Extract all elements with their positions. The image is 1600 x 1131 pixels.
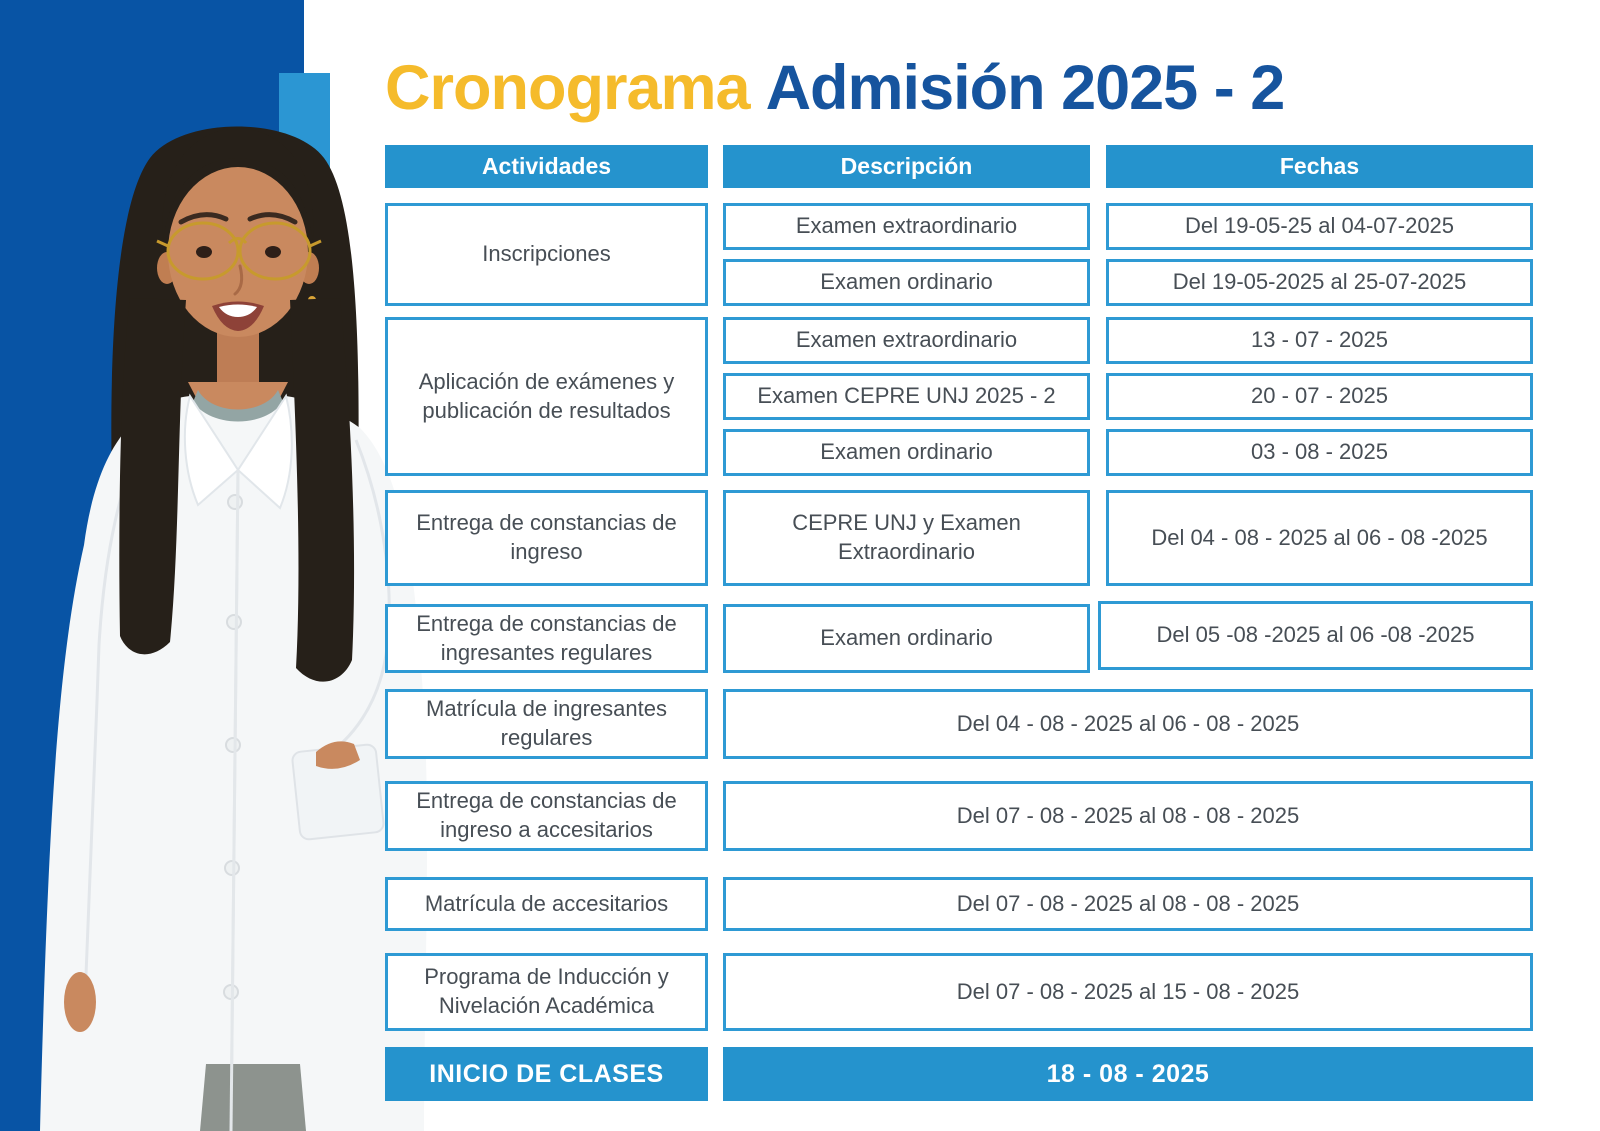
- title-admission-period: Admisión 2025 - 2: [765, 53, 1286, 123]
- footer-start-date: 18 - 08 - 2025: [723, 1047, 1533, 1101]
- description-cell: Examen extraordinario: [723, 317, 1090, 364]
- column-header-actividades: Actividades: [385, 145, 708, 188]
- dates-cell: Del 19-05-25 al 04-07-2025: [1106, 203, 1533, 250]
- left-hand: [64, 972, 96, 1032]
- activity-cell: Programa de Inducción y Nivelación Acadé…: [385, 953, 708, 1031]
- description-cell: CEPRE UNJ y Examen Extraordinario: [723, 490, 1090, 586]
- hand-in-pocket: [316, 741, 360, 769]
- page-title: Cronograma Admisión 2025 - 2: [385, 52, 1535, 124]
- dates-cell: Del 05 -08 -2025 al 06 -08 -2025: [1098, 601, 1533, 670]
- description-cell: Examen ordinario: [723, 429, 1090, 476]
- dates-cell: 20 - 07 - 2025: [1106, 373, 1533, 420]
- hair-locks: [119, 298, 355, 682]
- description-cell: Examen extraordinario: [723, 203, 1090, 250]
- student-photo: [40, 126, 428, 1131]
- title-word-cronograma: Cronograma: [385, 53, 751, 123]
- glasses-icon: [156, 221, 322, 281]
- dates-cell: 03 - 08 - 2025: [1106, 429, 1533, 476]
- face: [156, 128, 322, 337]
- column-header-fechas: Fechas: [1106, 145, 1533, 188]
- dates-cell: Del 04 - 08 - 2025 al 06 - 08 -2025: [1106, 490, 1533, 586]
- description-cell: Examen CEPRE UNJ 2025 - 2: [723, 373, 1090, 420]
- activity-cell: Entrega de constancias de ingreso: [385, 490, 708, 586]
- dates-cell-merged: Del 07 - 08 - 2025 al 15 - 08 - 2025: [723, 953, 1533, 1031]
- column-header-descripcion: Descripción: [723, 145, 1090, 188]
- dates-cell-merged: Del 07 - 08 - 2025 al 08 - 08 - 2025: [723, 781, 1533, 851]
- description-cell: Examen ordinario: [723, 259, 1090, 306]
- activity-cell: Entrega de constancias de ingresantes re…: [385, 604, 708, 673]
- dates-cell: Del 19-05-2025 al 25-07-2025: [1106, 259, 1533, 306]
- dates-cell-merged: Del 04 - 08 - 2025 al 06 - 08 - 2025: [723, 689, 1533, 759]
- activity-cell: Matrícula de ingresantes regulares: [385, 689, 708, 759]
- activity-cell: Entrega de constancias de ingreso a acce…: [385, 781, 708, 851]
- description-cell: Examen ordinario: [723, 604, 1090, 673]
- footer-label-inicio-de-clases: INICIO DE CLASES: [385, 1047, 708, 1101]
- activity-cell: Inscripciones: [385, 203, 708, 306]
- activity-cell: Aplicación de exámenes y publicación de …: [385, 317, 708, 476]
- activity-cell: Matrícula de accesitarios: [385, 877, 708, 931]
- dates-cell: 13 - 07 - 2025: [1106, 317, 1533, 364]
- pants: [200, 1064, 306, 1131]
- dates-cell-merged: Del 07 - 08 - 2025 al 08 - 08 - 2025: [723, 877, 1533, 931]
